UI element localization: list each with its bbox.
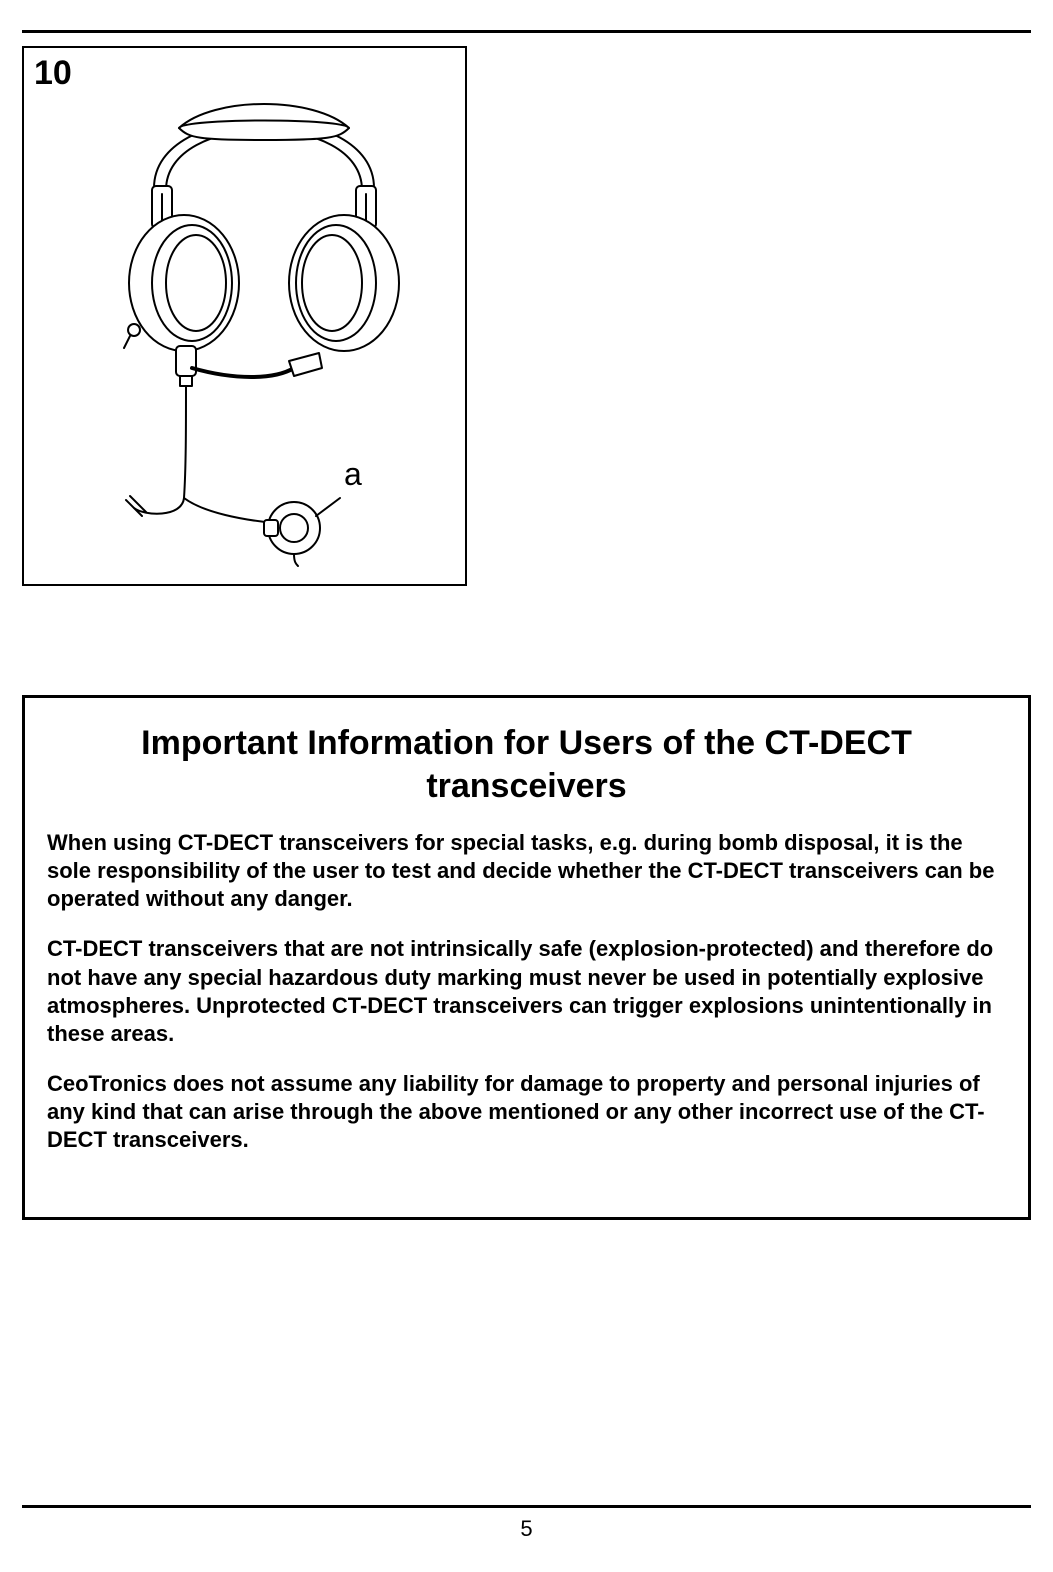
figure-callout-a: a: [344, 456, 362, 493]
info-box: Important Information for Users of the C…: [22, 695, 1031, 1220]
info-paragraph-1: When using CT-DECT transceivers for spec…: [47, 829, 1006, 913]
figure-box: 10: [22, 46, 467, 586]
figure-number: 10: [34, 54, 72, 93]
info-paragraph-2: CT-DECT transceivers that are not intrin…: [47, 935, 1006, 1048]
page-number: 5: [0, 1516, 1053, 1542]
info-paragraph-3: CeoTronics does not assume any liability…: [47, 1070, 1006, 1154]
top-horizontal-rule: [22, 30, 1031, 33]
info-title: Important Information for Users of the C…: [47, 722, 1006, 807]
bottom-horizontal-rule: [22, 1505, 1031, 1508]
headset-illustration: [84, 68, 444, 568]
